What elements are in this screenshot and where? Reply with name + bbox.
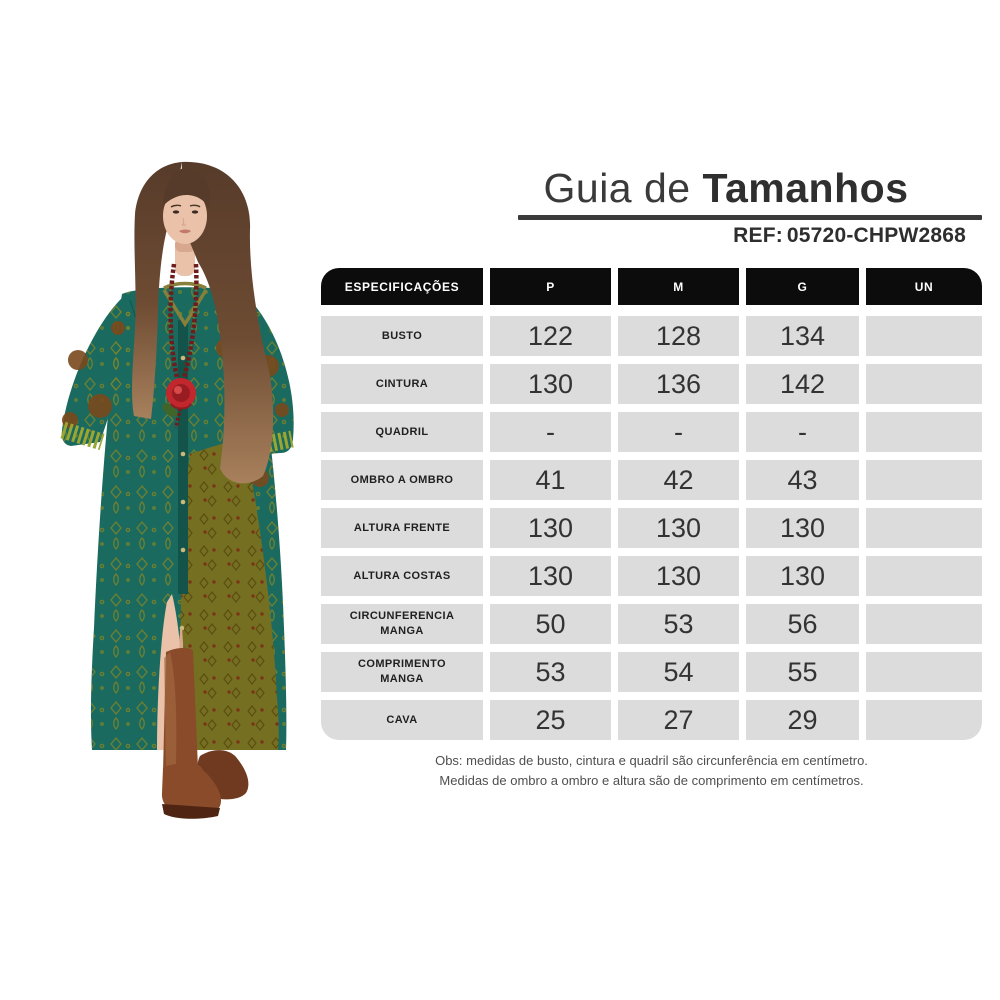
size-cell: 54 xyxy=(618,652,739,692)
model-photo xyxy=(30,158,340,870)
column-header-especificacoes: ESPECIFICAÇÕES xyxy=(321,268,483,305)
size-cell xyxy=(866,700,982,740)
dress-placket xyxy=(178,320,188,594)
size-guide-header: Guia de Tamanhos REF: 05720-CHPW2868 xyxy=(470,166,982,248)
size-cell xyxy=(866,316,982,356)
size-cell: 130 xyxy=(618,508,739,548)
model-hair xyxy=(132,161,274,484)
model-illustration xyxy=(60,161,294,819)
size-cell: 142 xyxy=(746,364,859,404)
size-cell: 122 xyxy=(490,316,611,356)
size-cell: 134 xyxy=(746,316,859,356)
row-label-altura-costas: ALTURA COSTAS xyxy=(321,556,483,596)
size-cell: 29 xyxy=(746,700,859,740)
size-cell: 130 xyxy=(490,508,611,548)
size-cell: 25 xyxy=(490,700,611,740)
row-label-busto: BUSTO xyxy=(321,316,483,356)
size-cell: 136 xyxy=(618,364,739,404)
reference-code: REF: 05720-CHPW2868 xyxy=(470,224,982,248)
size-cell: 130 xyxy=(490,364,611,404)
size-cell: - xyxy=(746,412,859,452)
size-table: ESPECIFICAÇÕES P M G UN BUSTO 122 128 13… xyxy=(321,268,982,740)
row-label-comprimento-manga: COMPRIMENTO MANGA xyxy=(321,652,483,692)
size-cell: - xyxy=(490,412,611,452)
size-cell xyxy=(866,556,982,596)
size-cell xyxy=(866,460,982,500)
row-label-ombro-a-ombro: OMBRO A OMBRO xyxy=(321,460,483,500)
size-cell: 130 xyxy=(490,556,611,596)
note-line-1: Obs: medidas de busto, cintura e quadril… xyxy=(435,753,868,768)
size-cell: 43 xyxy=(746,460,859,500)
size-cell: 53 xyxy=(618,604,739,644)
reference-value: 05720-CHPW2868 xyxy=(786,224,966,248)
size-cell: 130 xyxy=(746,508,859,548)
boots xyxy=(161,647,249,819)
size-cell xyxy=(866,604,982,644)
page-title: Guia de Tamanhos xyxy=(470,166,982,210)
note-line-2: Medidas de ombro a ombro e altura são de… xyxy=(439,773,864,789)
size-cell xyxy=(866,412,982,452)
dress-olive-panel xyxy=(179,438,279,750)
reference-label: REF: xyxy=(733,224,783,248)
size-cell xyxy=(866,508,982,548)
size-cell: - xyxy=(618,412,739,452)
size-cell: 56 xyxy=(746,604,859,644)
size-cell xyxy=(866,652,982,692)
size-cell: 41 xyxy=(490,460,611,500)
column-header-g: G xyxy=(746,268,859,305)
row-label-cintura: CINTURA xyxy=(321,364,483,404)
rose-necklace xyxy=(162,263,199,429)
model-face xyxy=(163,168,210,244)
size-cell: 130 xyxy=(746,556,859,596)
size-cell: 128 xyxy=(618,316,739,356)
row-label-circunferencia-manga: CIRCUNFERENCIA MANGA xyxy=(321,604,483,644)
column-header-p: P xyxy=(490,268,611,305)
page-title-bold: Tamanhos xyxy=(702,165,909,211)
size-cell: 27 xyxy=(618,700,739,740)
size-cell: 50 xyxy=(490,604,611,644)
row-label-quadril: QUADRIL xyxy=(321,412,483,452)
row-label-cava: CAVA xyxy=(321,700,483,740)
dress-neckline xyxy=(162,281,208,328)
size-cell: 55 xyxy=(746,652,859,692)
size-cell xyxy=(866,364,982,404)
size-cell: 53 xyxy=(490,652,611,692)
page-title-light: Guia de xyxy=(543,165,703,211)
row-label-altura-frente: ALTURA FRENTE xyxy=(321,508,483,548)
measurement-notes: Obs: medidas de busto, cintura e quadril… xyxy=(321,751,982,791)
size-cell: 42 xyxy=(618,460,739,500)
column-header-un: UN xyxy=(866,268,982,305)
title-underline xyxy=(518,215,982,221)
column-header-m: M xyxy=(618,268,739,305)
size-cell: 130 xyxy=(618,556,739,596)
